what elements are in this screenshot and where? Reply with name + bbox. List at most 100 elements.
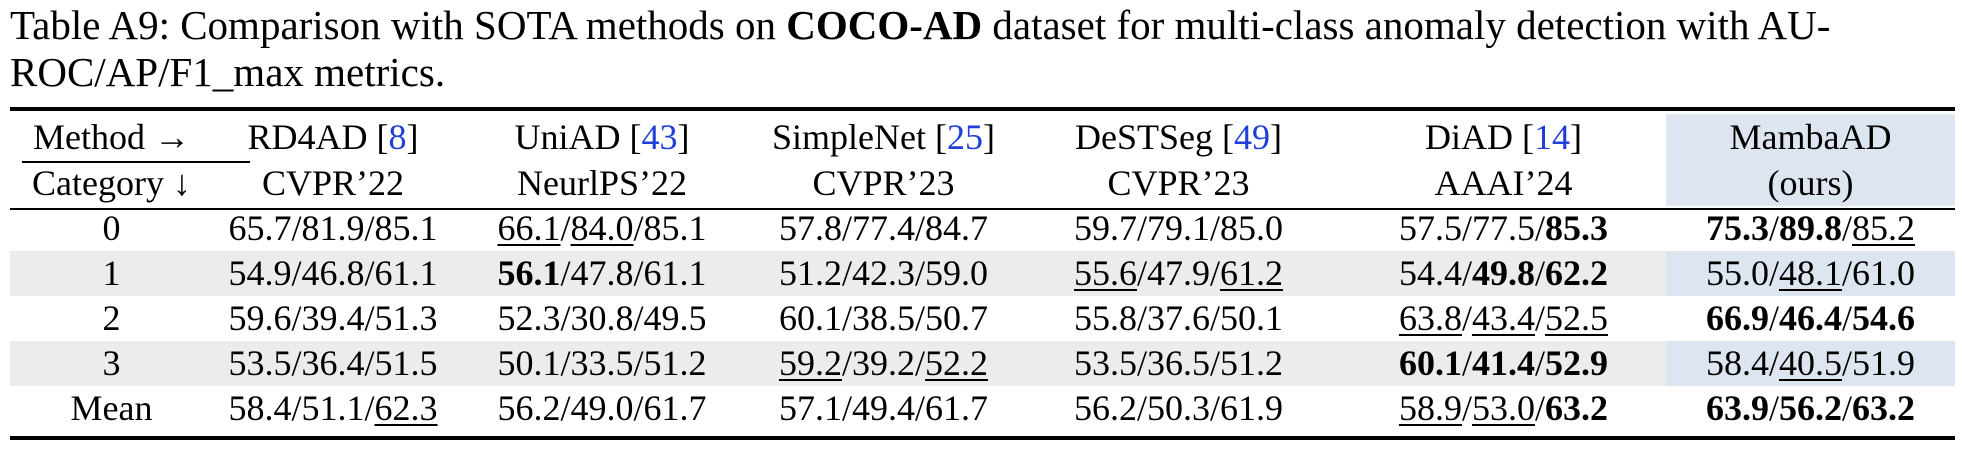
metric-value: 51.9: [1852, 343, 1916, 383]
metric-value: 53.5: [1073, 343, 1137, 383]
header-row-methods: Method → RD4AD [8] UniAD [43] SimpleNet …: [10, 114, 1955, 160]
metric-value: 85.0: [1220, 208, 1284, 248]
metric-value: 59.2: [778, 343, 842, 383]
metric-value: 43.4: [1472, 298, 1535, 338]
metric-cell: 57.5/77.5/85.3: [1398, 208, 1609, 248]
metric-cell: 53.5/36.4/51.5: [213, 341, 453, 386]
table-row: Mean 58.4/51.1/62.3 56.2/49.0/61.7 57.1/49.…: [10, 386, 1955, 431]
metric-value: 51.2: [778, 253, 842, 293]
metric-value: 39.4: [301, 298, 365, 338]
metric-cell: 63.8/43.4/52.5: [1398, 298, 1609, 338]
metric-value: 56.2: [1779, 388, 1842, 428]
metric-value: 63.2: [1852, 388, 1916, 428]
metric-value: 57.8: [778, 208, 842, 248]
metric-value: 55.8: [1073, 298, 1137, 338]
metric-value: 61.2: [1220, 253, 1284, 293]
metric-cell: 50.1/33.5/51.2: [453, 341, 751, 386]
metric-value: 50.3: [1147, 388, 1210, 428]
metric-cell: 57.8/77.4/84.7: [778, 208, 989, 248]
metric-value: 36.4: [301, 343, 365, 383]
metric-value: 61.9: [1220, 388, 1284, 428]
metric-value: 58.9: [1398, 388, 1462, 428]
metric-cell: 66.1/84.0/85.1: [497, 208, 707, 248]
caption-suffix: dataset for multi-class anomaly detectio…: [10, 2, 1831, 95]
metric-value: 59.0: [925, 253, 989, 293]
metric-value: 51.3: [374, 298, 438, 338]
metric-cell: 65.7/81.9/85.1: [228, 208, 438, 248]
method-name: SimpleNet: [772, 117, 926, 157]
metric-value: 56.2: [497, 388, 561, 428]
venue-cell: CVPR’23: [812, 163, 955, 203]
metric-value: 66.1: [497, 208, 561, 248]
caption-dataset: COCO-AD: [786, 2, 983, 48]
metric-value: 54.4: [1398, 253, 1462, 293]
metric-cell: 63.9/56.2/63.2: [1666, 386, 1955, 431]
metric-value: 53.5: [228, 343, 292, 383]
citation-link[interactable]: 49: [1234, 117, 1270, 157]
metric-value: 47.8: [570, 253, 634, 293]
metric-value: 51.2: [1220, 343, 1284, 383]
metric-value: 57.1: [778, 388, 842, 428]
metric-cell: 60.1/41.4/52.9: [1341, 341, 1666, 386]
citation-link[interactable]: 8: [388, 117, 407, 157]
metric-value: 57.5: [1398, 208, 1462, 248]
metric-cell: 58.9/53.0/63.2: [1398, 388, 1609, 428]
metric-value: 61.0: [1852, 253, 1916, 293]
metric-value: 36.5: [1147, 343, 1210, 383]
metric-value: 56.1: [497, 253, 561, 293]
method-name-cell: DiAD [14]: [1425, 117, 1582, 157]
metric-value: 46.4: [1779, 298, 1842, 338]
metric-value: 54.9: [228, 253, 292, 293]
metric-cell: 57.1/49.4/61.7: [778, 388, 989, 428]
metric-value: 55.6: [1073, 253, 1137, 293]
venue-cell: AAAI’24: [1434, 163, 1573, 203]
metric-value: 42.3: [852, 253, 915, 293]
metric-value: 37.6: [1147, 298, 1210, 338]
metric-value: 62.2: [1545, 253, 1609, 293]
metric-value: 50.1: [1220, 298, 1284, 338]
venue-cell: (ours): [1666, 160, 1955, 206]
table-row: 1 54.9/46.8/61.1 56.1/47.8/61.1 51.2/42.3/5…: [10, 251, 1955, 296]
metric-value: 53.0: [1472, 388, 1535, 428]
venue-cell: CVPR’23: [1107, 163, 1250, 203]
metric-value: 50.1: [497, 343, 561, 383]
metric-cell: 60.1/38.5/50.7: [778, 298, 989, 338]
metric-value: 84.7: [925, 208, 989, 248]
category-cell: 1: [10, 251, 213, 296]
citation-link[interactable]: 43: [641, 117, 678, 157]
metric-cell: 58.4/51.1/62.3: [228, 388, 438, 428]
metric-cell: 56.1/47.8/61.1: [453, 251, 751, 296]
method-name-cell: MambaAD: [1666, 114, 1955, 160]
metric-value: 51.1: [301, 388, 365, 428]
metric-value: 52.2: [925, 343, 989, 383]
metric-cell: 53.5/36.5/51.2: [1016, 341, 1341, 386]
metric-cell: 55.8/37.6/50.1: [1073, 298, 1284, 338]
method-name: RD4AD: [247, 117, 368, 157]
metric-value: 38.5: [852, 298, 915, 338]
metric-value: 61.1: [643, 253, 707, 293]
method-name-cell: DeSTSeg [49]: [1075, 117, 1282, 157]
citation-link[interactable]: 25: [946, 117, 983, 157]
metric-value: 49.0: [570, 388, 634, 428]
metric-value: 63.2: [1545, 388, 1609, 428]
metric-value: 61.7: [643, 388, 707, 428]
metric-value: 61.1: [374, 253, 438, 293]
metric-value: 52.3: [497, 298, 561, 338]
metric-cell: 55.0/48.1/61.0: [1666, 251, 1955, 296]
metric-cell: 54.9/46.8/61.1: [213, 251, 453, 296]
metric-value: 75.3: [1705, 208, 1769, 248]
metric-cell: 59.6/39.4/51.3: [228, 298, 438, 338]
category-cell: 2: [102, 298, 121, 338]
table-row: 0 65.7/81.9/85.1 66.1/84.0/85.1 57.8/77.4/8…: [10, 206, 1955, 251]
method-name-cell: UniAD [43]: [514, 117, 690, 157]
citation-link[interactable]: 14: [1534, 117, 1570, 157]
bottom-rule: [10, 436, 1955, 440]
metric-value: 61.7: [925, 388, 989, 428]
metric-value: 59.6: [228, 298, 292, 338]
metric-value: 30.8: [570, 298, 634, 338]
metric-value: 60.1: [778, 298, 842, 338]
metric-value: 59.7: [1073, 208, 1137, 248]
header-row-venues: Category ↓ CVPR’22 NeurlPS’22 CVPR’23 CV…: [10, 160, 1955, 206]
metric-value: 51.5: [374, 343, 438, 383]
metric-value: 50.7: [925, 298, 989, 338]
